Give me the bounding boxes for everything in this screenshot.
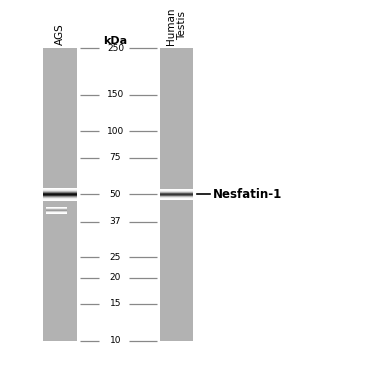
- Text: 37: 37: [110, 217, 121, 226]
- Text: 75: 75: [110, 153, 121, 162]
- Text: 150: 150: [107, 90, 124, 99]
- Bar: [160, 48, 193, 340]
- Text: kDa: kDa: [104, 36, 128, 46]
- Text: AGS: AGS: [55, 23, 65, 45]
- Text: 25: 25: [110, 253, 121, 262]
- Bar: [44, 48, 76, 340]
- Text: 20: 20: [110, 273, 121, 282]
- Text: 15: 15: [110, 299, 121, 308]
- Text: Nesfatin-1: Nesfatin-1: [213, 188, 283, 201]
- Text: 50: 50: [110, 190, 121, 199]
- Text: 250: 250: [107, 44, 124, 53]
- Text: 10: 10: [110, 336, 121, 345]
- Text: 100: 100: [107, 127, 124, 136]
- Text: Human
Testis: Human Testis: [166, 7, 187, 45]
